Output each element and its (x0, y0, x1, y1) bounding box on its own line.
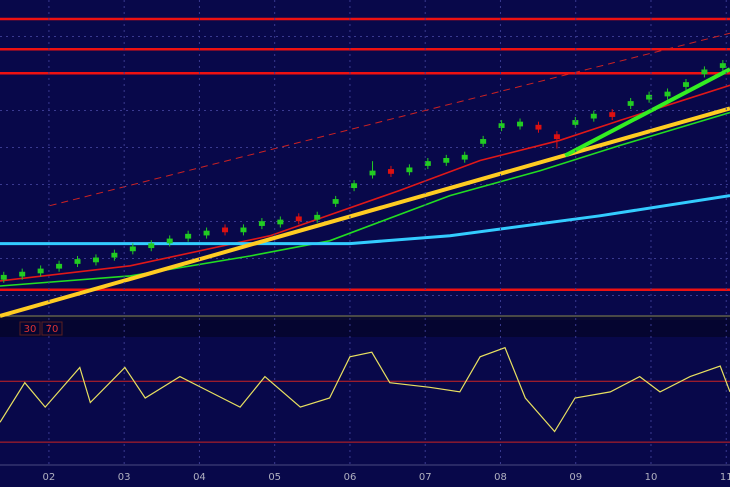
candle-body (664, 91, 671, 97)
candle-body (129, 246, 136, 252)
candle-body (369, 170, 376, 176)
x-tick-label: 10 (645, 472, 658, 483)
candle-body (240, 227, 247, 233)
candle-body (535, 124, 542, 130)
candle-body (203, 230, 210, 236)
candle-body (332, 199, 339, 204)
candle-body (480, 139, 487, 144)
trend-line (0, 106, 730, 318)
candle-body (498, 123, 505, 128)
rsi-line (0, 346, 730, 433)
candle-body (56, 263, 63, 269)
candle-body (646, 94, 653, 100)
x-tick-label: 02 (43, 472, 56, 483)
candle-body (701, 69, 708, 75)
candle-body (0, 274, 7, 280)
candle-body (517, 121, 524, 127)
candle-body (314, 214, 321, 220)
candle-body (553, 134, 560, 140)
x-tick-label: 04 (193, 472, 206, 483)
candle-body (627, 101, 634, 106)
candle-body (461, 154, 468, 160)
candle-body (295, 216, 302, 222)
x-tick-label: 07 (419, 472, 432, 483)
moving-average (0, 84, 730, 282)
trend-line (49, 32, 730, 207)
candle-body (572, 120, 579, 125)
x-tick-label: 08 (494, 472, 507, 483)
candle-body (424, 161, 431, 166)
candle-body (37, 268, 44, 274)
candle-body (277, 219, 284, 225)
moving-average (0, 194, 730, 246)
candle-body (590, 113, 597, 119)
x-tick-label: 06 (344, 472, 357, 483)
rsi-panel (0, 337, 730, 465)
candle-body (185, 233, 192, 239)
candle-body (682, 82, 689, 87)
candle-body (351, 183, 358, 189)
candle-body (387, 169, 394, 174)
candle-body (443, 158, 450, 163)
candle-body (92, 257, 99, 263)
candle-body (166, 238, 173, 244)
candle-body (609, 112, 616, 117)
separator (0, 316, 730, 320)
rsi-header (0, 320, 730, 337)
candle-body (148, 243, 155, 249)
candle-body (74, 259, 81, 264)
x-tick-label: 05 (268, 472, 281, 483)
candle-body (719, 63, 726, 68)
x-axis (0, 465, 730, 487)
price-grid (0, 0, 730, 316)
rsi-level-box (41, 321, 63, 336)
trend-line (564, 67, 730, 158)
x-tick-label: 03 (118, 472, 131, 483)
candle-body (258, 221, 265, 226)
candle-body (111, 252, 118, 258)
rsi-level-box (19, 321, 41, 336)
x-tick-label: 11 (720, 472, 730, 483)
candle-body (406, 167, 413, 173)
rsi-level-label: 70 (46, 324, 59, 335)
rsi-level-label: 30 (24, 324, 37, 335)
x-tick-label: 09 (569, 472, 582, 483)
candle-body (19, 271, 26, 277)
candle-body (222, 227, 229, 233)
